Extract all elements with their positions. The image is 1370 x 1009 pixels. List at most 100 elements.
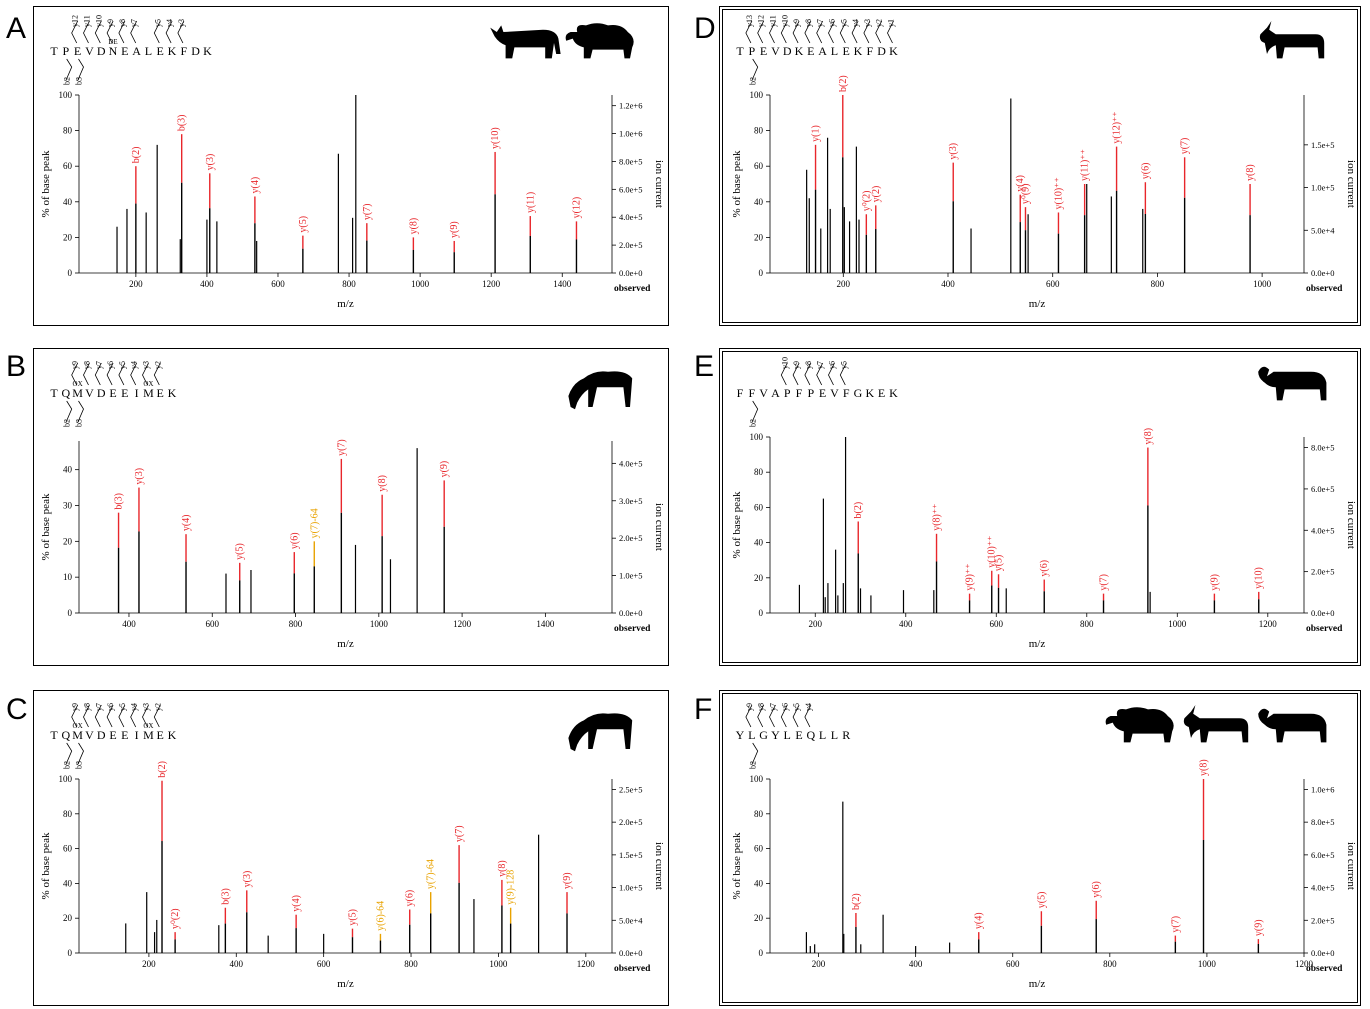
sequence-residue: E (819, 386, 826, 400)
panel-letter: E (694, 350, 715, 383)
goat-icon (1259, 21, 1325, 59)
y-ion-label: y7 (769, 703, 778, 711)
sequence-residue: E (109, 728, 116, 742)
y-ion-bracket (804, 704, 812, 728)
sequence-residue: V (85, 386, 94, 400)
observed-label: observed (614, 964, 651, 974)
y-ion-label: y2 (153, 703, 162, 711)
axes: 200 400 600 800 1000 1200 0 20 40 60 80 100 0.0e+0 5.… (40, 774, 665, 990)
sequence-residue: M (143, 728, 154, 742)
observed-label: observed (1306, 284, 1343, 294)
peak-label: y(4) (1015, 175, 1026, 192)
x-tick-label: 200 (812, 959, 826, 969)
b-ion-label: b3 (75, 761, 84, 769)
b-ion-label: b2 (63, 77, 72, 85)
sequence-residue: E (121, 386, 128, 400)
peaks: b(2) y⁰(2) b(3) y(3) y(4) y(5) y(6)-64 y(6) y(7)… (125, 761, 573, 953)
y-ion-label: y2 (875, 19, 884, 27)
spectrum-panel-a: T P E V D N E A L E K F D K DE y12 y11 y10 y9 y8 y7 y5 y4 y3 b2 b… (33, 6, 669, 326)
sequence-residue: E (843, 44, 850, 58)
y-tick-label: 60 (754, 844, 764, 854)
peak-label: y(5) (298, 216, 309, 233)
peak-label: y(8)⁺⁺ (932, 504, 943, 531)
peak-label: b(2) (131, 147, 142, 164)
x-tick-label: 1000 (370, 619, 389, 629)
y-tick-label: 40 (754, 878, 764, 888)
y2-axis-label: ion current (1345, 842, 1357, 890)
x-axis-label: m/z (337, 298, 354, 310)
x-tick-label: 1000 (1253, 279, 1272, 289)
x-axis-label: m/z (1029, 978, 1046, 990)
y-ion-label: y4 (851, 19, 860, 27)
sequence-residue: V (771, 44, 780, 58)
y-ion-bracket (851, 20, 859, 44)
sheep-icon (565, 23, 634, 59)
axes: 200 400 600 800 1000 1200 0 20 40 60 80 100 0.0e+0 2.… (731, 774, 1357, 990)
y2-tick-label: 0.0e+0 (619, 268, 642, 278)
y-ion-bracket (792, 20, 800, 44)
peak-label: y(8) (497, 860, 508, 877)
peak-label: y(8) (408, 218, 419, 235)
sequence-residue: I (135, 728, 139, 742)
y-ion-label: y6 (106, 361, 115, 369)
x-tick-label: 1000 (489, 959, 508, 969)
y-ion-label: y5 (118, 703, 127, 711)
y-tick-label: 80 (754, 126, 764, 136)
y-tick-label: 100 (59, 90, 73, 100)
y-ion-label: y2 (153, 361, 162, 369)
y2-tick-label: 1.0e+5 (1311, 183, 1334, 193)
axes: 200 400 600 800 1000 1200 0 20 40 60 80 100 0.0e+0 2.… (731, 432, 1357, 650)
x-tick-label: 1000 (1168, 619, 1187, 629)
peak-label: b(2) (838, 75, 849, 92)
y-ion-label: y6 (106, 703, 115, 711)
y-ion-bracket (757, 704, 765, 728)
y-tick-label: 80 (754, 467, 764, 477)
sequence-residue: T (50, 728, 58, 742)
x-tick-label: 400 (941, 279, 955, 289)
y-ion-bracket (863, 20, 871, 44)
modification-mark: OX (73, 380, 83, 388)
y-ion-bracket (142, 362, 149, 386)
y-ion-bracket (780, 362, 788, 386)
sequence-residue: K (203, 44, 212, 58)
y-tick-label: 20 (754, 913, 764, 923)
peak-label: y(6) (1140, 163, 1151, 180)
y-ion-bracket (757, 20, 765, 44)
y2-tick-label: 0.0e+0 (1311, 948, 1334, 958)
y-ion-label: y11 (83, 15, 92, 27)
x-axis-label: m/z (337, 978, 354, 990)
y-ion-label: y1 (887, 19, 896, 27)
sequence-residue: T (50, 44, 58, 58)
horse-icon (568, 713, 633, 752)
y-tick-label: 40 (754, 538, 764, 548)
spectrum-panel-c: T Q M V D E E I M E K OX OX y9 y8 y7 y6 y5 y4 y3 y2 b2 b3 200 40… (33, 690, 669, 1006)
peak-label: y(6)-64 (375, 901, 386, 931)
sequence-residue: V (85, 44, 94, 58)
y-ion-label: y3 (177, 19, 186, 27)
y-ion-label: y5 (839, 361, 848, 369)
sequence-residue: Q (61, 386, 70, 400)
y2-tick-label: 1.5e+5 (619, 850, 642, 860)
b-ion-label: b2 (749, 77, 758, 85)
y2-tick-label: 6.0e+5 (619, 184, 642, 194)
y-tick-label: 80 (63, 126, 73, 136)
y-ion-bracket (828, 20, 835, 44)
y-ion-bracket (887, 20, 894, 44)
peaks: b(2) y(4) y(5) y(6) y(7) y(8) y(9) (805, 759, 1264, 953)
x-tick-label: 1400 (553, 279, 572, 289)
sequence-residue: P (784, 386, 791, 400)
y-tick-label: 20 (63, 232, 73, 242)
y-ion-bracket (769, 20, 776, 44)
y2-tick-label: 3.0e+5 (619, 496, 642, 506)
y-ion-bracket (106, 20, 114, 44)
y-tick-label: 0 (759, 268, 764, 278)
b-ion-bracket (65, 400, 73, 424)
y-ion-label: y7 (94, 703, 103, 711)
sequence-residue: F (843, 386, 850, 400)
